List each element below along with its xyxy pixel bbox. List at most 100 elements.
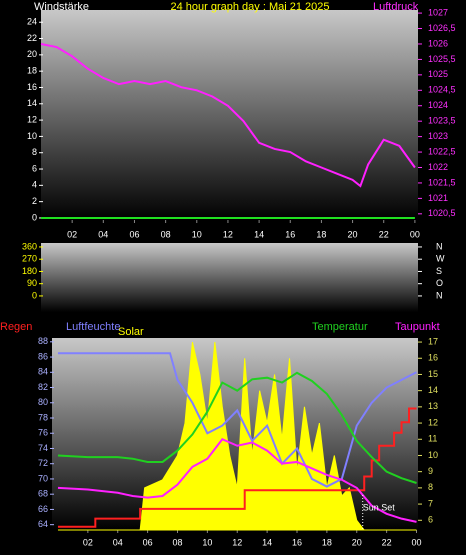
annotation: Sun Set	[363, 502, 396, 512]
x-tick-label: 00	[411, 537, 421, 547]
y2-tick-label: 1023,5	[428, 116, 456, 126]
x-tick-label: 02	[67, 229, 77, 239]
y2-tick-label: N	[436, 290, 443, 300]
y2-tick-label: 1022,5	[428, 146, 456, 156]
y2-tick-label: 1025	[428, 69, 448, 79]
y-tick-label: 4	[32, 180, 37, 190]
y-tick-label: 66	[38, 504, 48, 514]
y2-tick-label: 11	[428, 434, 437, 444]
y2-tick-label: 14	[428, 385, 438, 395]
series-line	[57, 371, 417, 484]
y-tick-label: 76	[38, 428, 48, 438]
series-line	[57, 438, 417, 523]
series-line	[57, 352, 417, 488]
legend-label: Taupunkt	[395, 321, 440, 333]
x-tick-label: 16	[285, 229, 295, 239]
y2-tick-label: 1021,5	[428, 177, 456, 187]
chart-title: 24 hour graph day : Mai 21 2025	[170, 1, 329, 13]
y-tick-label: 0	[32, 290, 37, 300]
x-tick-label: 08	[172, 537, 182, 547]
y2-tick-label: 15	[428, 369, 438, 379]
y2-tick-label: N	[436, 241, 443, 251]
legend-label: Regen	[0, 321, 32, 333]
x-tick-label: 20	[348, 229, 358, 239]
x-tick-label: 00	[410, 229, 420, 239]
y-tick-label: 8	[32, 147, 37, 157]
y2-tick-label: 17	[428, 336, 438, 346]
x-tick-label: 08	[161, 229, 171, 239]
x-tick-label: 16	[292, 537, 302, 547]
x-tick-label: 10	[202, 537, 212, 547]
y-tick-label: 0	[32, 212, 37, 222]
y2-tick-label: 1024	[428, 100, 448, 110]
y2-tick-label: 1023	[428, 131, 448, 141]
x-tick-label: 20	[352, 537, 362, 547]
y-tick-label: 22	[27, 33, 37, 43]
y-tick-label: 16	[27, 82, 37, 92]
y-tick-label: 64	[38, 519, 48, 529]
x-tick-label: 18	[316, 229, 326, 239]
y2-tick-label: 7	[428, 498, 433, 508]
y-tick-label: 82	[38, 382, 48, 392]
y2-tick-label: W	[436, 254, 445, 264]
y-tick-label: 270	[22, 254, 37, 264]
series-line	[57, 407, 417, 528]
y2-tick-label: 1022	[428, 162, 448, 172]
legend-label: Solar	[118, 326, 144, 338]
y2-tick-label: 6	[428, 515, 433, 525]
x-tick-label: 12	[223, 229, 233, 239]
solar-area	[57, 341, 417, 531]
y2-tick-label: 9	[428, 466, 433, 476]
y2-tick-label: 1020,5	[428, 208, 456, 218]
y-tick-label: 74	[38, 443, 48, 453]
y2-tick-label: 10	[428, 450, 438, 460]
y-tick-label: 78	[38, 412, 48, 422]
y2-tick-label: 8	[428, 482, 433, 492]
x-tick-label: 04	[98, 229, 108, 239]
y-tick-label: 80	[38, 397, 48, 407]
legend-label: Luftfeuchte	[66, 321, 120, 333]
y-tick-label: 68	[38, 489, 48, 499]
x-tick-label: 10	[192, 229, 202, 239]
legend-label: Temperatur	[312, 321, 368, 333]
y-tick-label: 10	[27, 131, 37, 141]
y2-axis-label: Luftdruck	[373, 1, 419, 13]
y-tick-label: 88	[38, 336, 48, 346]
y-tick-label: 360	[22, 241, 37, 251]
y2-tick-label: O	[436, 278, 443, 288]
y2-tick-label: S	[436, 266, 442, 276]
y-tick-label: 70	[38, 473, 48, 483]
y2-tick-label: 12	[428, 417, 438, 427]
y2-tick-label: 1021	[428, 193, 448, 203]
plot-background	[41, 10, 418, 220]
x-tick-label: 14	[254, 229, 264, 239]
x-tick-label: 22	[379, 229, 389, 239]
y-tick-label: 20	[27, 49, 37, 59]
series-line	[40, 42, 416, 188]
y-tick-label: 180	[22, 266, 37, 276]
y2-tick-label: 1024,5	[428, 85, 456, 95]
x-tick-label: 12	[232, 537, 242, 547]
y-tick-label: 6	[32, 163, 37, 173]
x-tick-label: 18	[322, 537, 332, 547]
y-tick-label: 24	[27, 17, 37, 27]
y2-tick-label: 13	[428, 401, 438, 411]
x-tick-label: 02	[83, 537, 93, 547]
x-tick-label: 06	[129, 229, 139, 239]
y2-tick-label: 1026,5	[428, 23, 456, 33]
y-tick-label: 18	[27, 66, 37, 76]
x-tick-label: 14	[262, 537, 272, 547]
y2-tick-label: 16	[428, 353, 438, 363]
x-tick-label: 06	[143, 537, 153, 547]
y-tick-label: 14	[27, 98, 37, 108]
x-tick-label: 04	[113, 537, 123, 547]
y-tick-label: 72	[38, 458, 48, 468]
y2-tick-label: 1026	[428, 38, 448, 48]
y-tick-label: 90	[27, 278, 37, 288]
y2-tick-label: 1027	[428, 7, 448, 17]
y-axis-label: Windstärke	[34, 1, 89, 13]
y-tick-label: 2	[32, 196, 37, 206]
y-tick-label: 86	[38, 351, 48, 361]
y2-tick-label: 1025,5	[428, 54, 456, 64]
